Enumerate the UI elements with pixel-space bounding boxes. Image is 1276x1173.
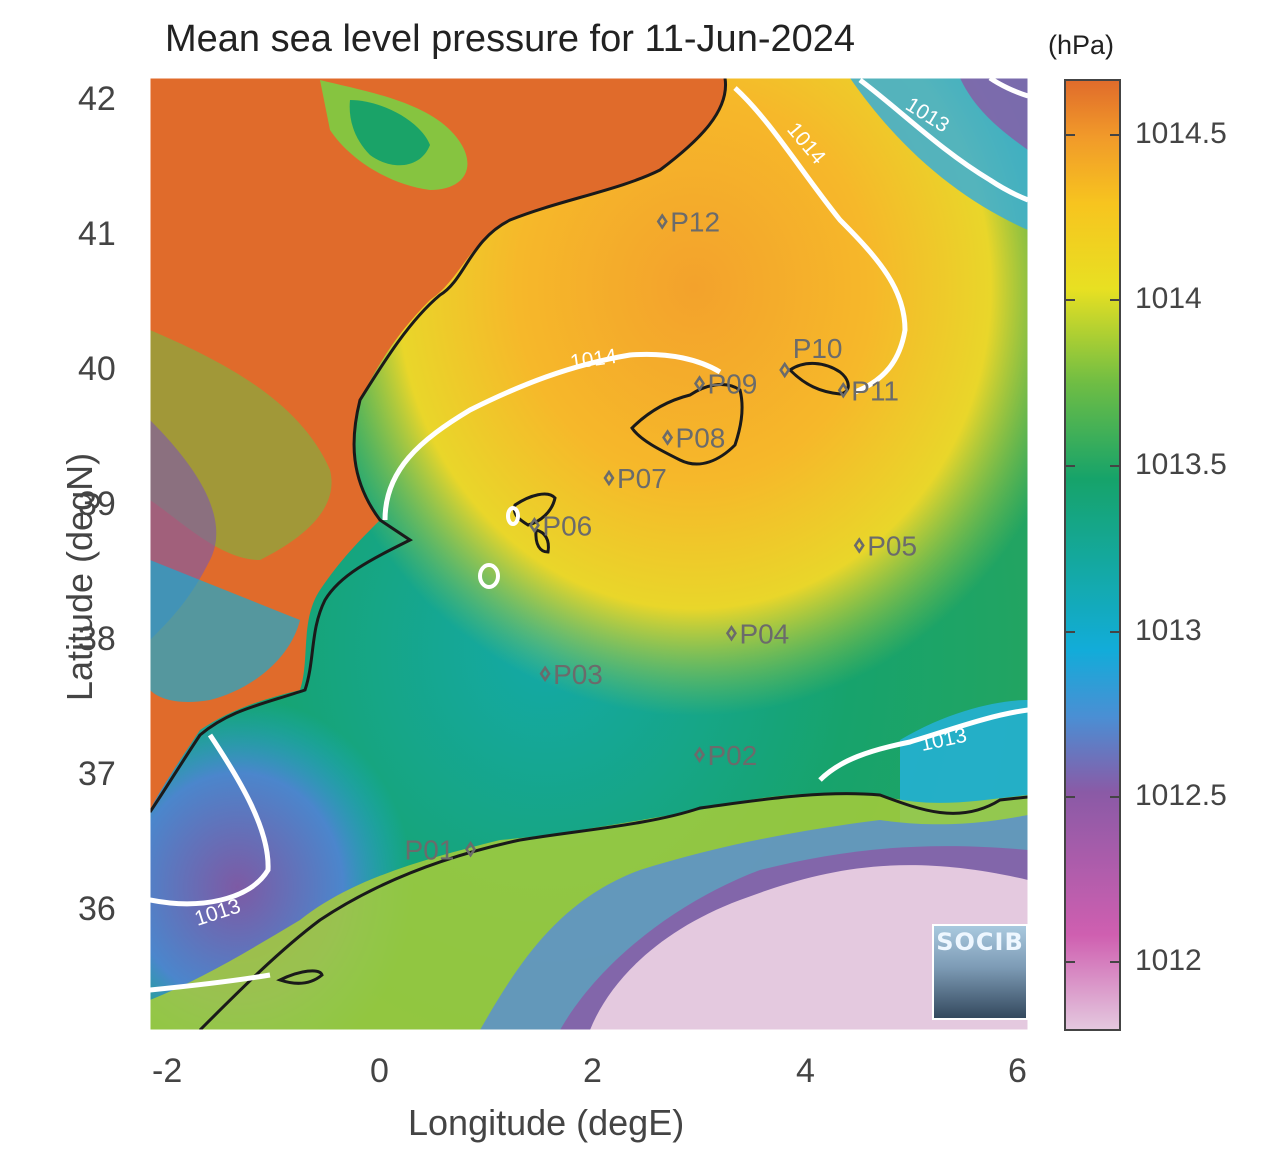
plot-frame	[149, 77, 1029, 1031]
map-title: Mean sea level pressure for 11-Jun-2024	[165, 18, 856, 60]
station-label-p04: P04	[739, 618, 789, 649]
colorbar-tick: 1012	[1135, 944, 1202, 977]
station-marker-p10	[779, 361, 791, 379]
station-label-p10: P10	[793, 333, 843, 364]
station-label-p07: P07	[617, 463, 667, 494]
station-label-p06: P06	[542, 510, 592, 541]
station-marker-p09	[693, 375, 706, 392]
colorbar	[1064, 79, 1121, 1031]
station-marker-p08	[662, 429, 674, 446]
x-tick: -2	[152, 1052, 183, 1090]
station-label-p05: P05	[867, 531, 917, 562]
station-points: P01 P02 P03 P04 P05 P06 P07 P08 P09 P10 P11 P12	[405, 207, 918, 866]
x-tick: 6	[1008, 1052, 1027, 1090]
pressure-field: 1014 1014 1013 1013 1013 P01P02P03P04P05…	[150, 78, 1028, 1030]
colorbar-tick: 1012.5	[1135, 779, 1227, 812]
y-tick: 37	[78, 755, 116, 793]
colorbar-tick: 1013	[1135, 614, 1202, 647]
y-tick: 40	[78, 350, 116, 388]
colorbar-tick: 1014.5	[1135, 117, 1227, 150]
station-marker-p11	[837, 381, 849, 399]
station-label-p11: P11	[851, 375, 899, 406]
y-tick: 36	[78, 890, 116, 928]
station-label-p09: P09	[708, 369, 758, 400]
colorbar-unit: (hPa)	[1048, 30, 1115, 60]
y-tick: 42	[78, 80, 116, 118]
x-tick: 4	[796, 1052, 815, 1090]
station-label-p12: P12	[670, 207, 720, 238]
station-label-p03: P03	[553, 659, 603, 690]
station-marker-p02	[693, 746, 706, 764]
station-marker-p12	[656, 213, 668, 230]
station-marker-p06	[528, 516, 540, 534]
logo-text: SOCIB	[936, 928, 1024, 956]
socib-logo: SOCIB	[932, 924, 1028, 1020]
x-tick: 2	[583, 1052, 602, 1090]
station-marker-p03	[539, 665, 551, 683]
station-marker-p04	[725, 624, 737, 642]
station-label-p08: P08	[676, 423, 726, 454]
y-tick: 38	[78, 620, 116, 658]
y-tick: 39	[78, 485, 116, 523]
station-label-p02: P02	[708, 740, 758, 771]
station-marker-p07	[603, 469, 615, 487]
x-axis-label: Longitude (degE)	[408, 1102, 685, 1143]
station-marker-p05	[853, 537, 865, 554]
station-marker-p01	[465, 840, 477, 858]
y-tick: 41	[78, 215, 116, 253]
colorbar-tick-marks	[1065, 134, 1120, 963]
colorbar-tick: 1014	[1135, 282, 1202, 315]
station-label-p01: P01	[405, 834, 455, 865]
x-tick: 0	[370, 1052, 389, 1090]
colorbar-tick: 1013.5	[1135, 448, 1227, 481]
